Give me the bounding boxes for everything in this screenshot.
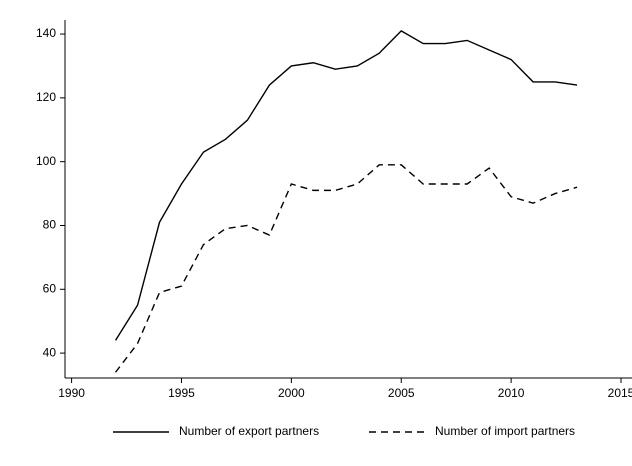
- y-tick-label: 40: [43, 345, 57, 359]
- legend-label: Number of export partners: [179, 424, 319, 438]
- y-tick-label: 100: [36, 154, 56, 168]
- y-tick-label: 120: [36, 90, 56, 104]
- x-tick-label: 1990: [58, 386, 85, 400]
- x-tick-label: 2005: [388, 386, 415, 400]
- y-tick-label: 80: [43, 218, 57, 232]
- series-line: [114, 29, 578, 341]
- x-tick-label: 2010: [498, 386, 525, 400]
- x-tick-label: 2015: [608, 386, 632, 400]
- series-line: [114, 164, 578, 373]
- legend-label: Number of import partners: [435, 424, 575, 438]
- x-tick-label: 2000: [278, 386, 305, 400]
- y-tick-label: 60: [43, 281, 57, 295]
- x-tick-label: 1995: [168, 386, 195, 400]
- y-tick-label: 140: [36, 26, 56, 40]
